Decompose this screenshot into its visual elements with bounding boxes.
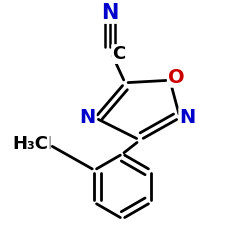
- Text: H₃C: H₃C: [13, 135, 49, 153]
- Text: N: N: [101, 3, 119, 23]
- Text: N: N: [179, 108, 196, 127]
- Text: N: N: [80, 108, 96, 127]
- Text: H: H: [38, 135, 51, 153]
- Text: O: O: [168, 68, 184, 87]
- Text: C: C: [112, 45, 126, 63]
